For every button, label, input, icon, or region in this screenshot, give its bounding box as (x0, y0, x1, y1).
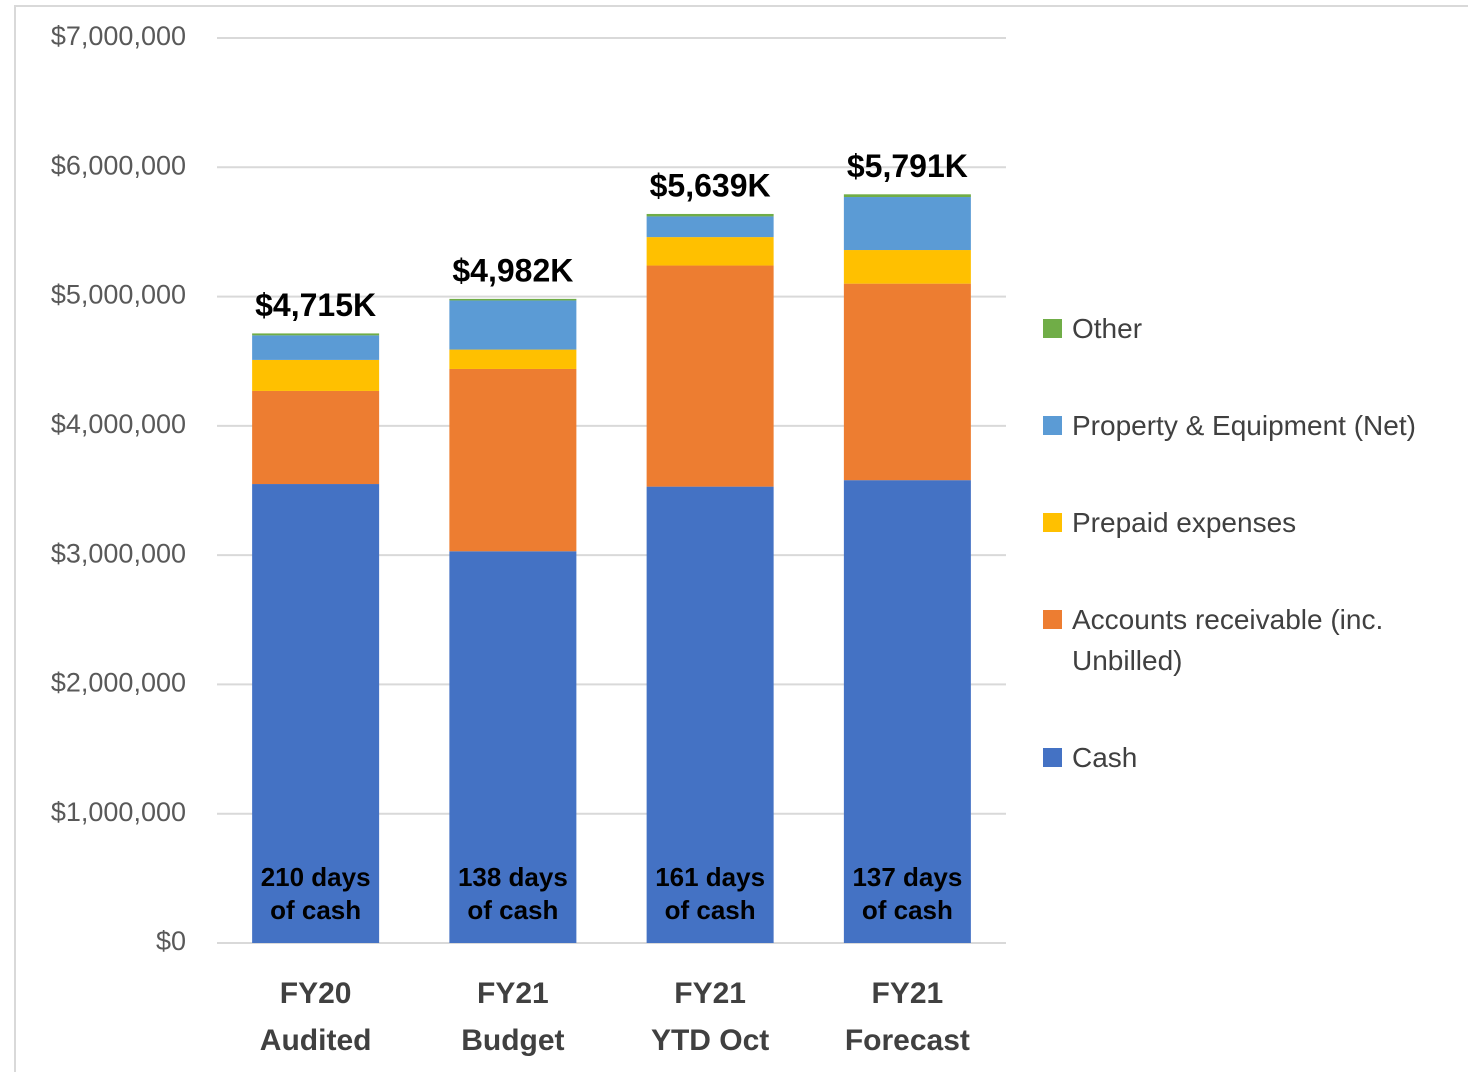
total-label: $4,982K (452, 252, 573, 288)
legend-swatch (1043, 416, 1062, 435)
bar-segment (843, 250, 971, 284)
y-tick-label: $2,000,000 (51, 668, 186, 698)
bar-segment (646, 486, 774, 943)
bar-segment (646, 213, 774, 217)
bar-segment (843, 197, 971, 251)
x-tick-label: FY21 (872, 977, 944, 1010)
legend-label: Property & Equipment (Net) (1072, 410, 1416, 441)
bar-segment (449, 349, 577, 369)
legend-swatch (1043, 748, 1062, 767)
bar-segment (843, 194, 971, 198)
y-tick-label: $1,000,000 (51, 797, 186, 827)
bar-segment (252, 484, 380, 943)
bar-segment (449, 298, 577, 301)
chart-border (14, 5, 1468, 1072)
x-tick-label: Forecast (845, 1024, 970, 1057)
legend-item: Accounts receivable (inc. Unbilled) (1043, 599, 1463, 681)
x-tick-label: Budget (461, 1024, 564, 1057)
bar-segment (252, 390, 380, 485)
bar-segment (646, 237, 774, 266)
y-tick-label: $5,000,000 (51, 280, 186, 310)
total-label: $5,791K (847, 148, 968, 184)
legend-item: Cash (1043, 737, 1463, 778)
legend-label: Cash (1072, 742, 1138, 773)
bar-segment (252, 335, 380, 360)
legend-item: Property & Equipment (Net) (1043, 405, 1463, 446)
legend-label: Accounts receivable (inc. Unbilled) (1072, 604, 1384, 676)
y-tick-label: $6,000,000 (51, 150, 186, 180)
bar-segment (252, 333, 380, 336)
cash-days-label: 210 days (261, 862, 371, 892)
x-tick-label: YTD Oct (651, 1024, 769, 1057)
legend-item: Other (1043, 308, 1463, 349)
cash-days-label: of cash (665, 895, 756, 925)
cash-days-label: of cash (270, 895, 361, 925)
legend-item: Prepaid expenses (1043, 502, 1463, 543)
x-tick-label: FY21 (477, 977, 549, 1010)
x-tick-label: Audited (260, 1024, 372, 1057)
y-tick-label: $0 (156, 926, 186, 956)
bar-segment (449, 300, 577, 350)
cash-days-label: of cash (467, 895, 558, 925)
legend-label: Other (1072, 313, 1143, 344)
legend-swatch (1043, 319, 1062, 338)
y-tick-label: $7,000,000 (51, 21, 186, 51)
bar-segment (646, 216, 774, 238)
x-tick-label: FY20 (280, 977, 352, 1010)
legend: Other Property & Equipment (Net) Prepaid e… (1043, 308, 1463, 778)
bar-segment (646, 265, 774, 487)
bar-segment (449, 368, 577, 552)
total-label: $4,715K (255, 287, 376, 323)
cash-days-label: 137 days (852, 862, 962, 892)
x-tick-label: FY21 (674, 977, 746, 1010)
bar-segment (449, 551, 577, 943)
total-label: $5,639K (650, 167, 771, 203)
y-tick-label: $4,000,000 (51, 409, 186, 439)
legend-swatch (1043, 513, 1062, 532)
bar-segment (252, 359, 380, 391)
y-tick-label: $3,000,000 (51, 538, 186, 568)
legend-label: Prepaid expenses (1072, 507, 1297, 538)
cash-days-label: 138 days (458, 862, 568, 892)
cash-days-label: 161 days (655, 862, 765, 892)
legend-swatch (1043, 610, 1062, 629)
bar-segment (843, 480, 971, 943)
cash-days-label: of cash (862, 895, 953, 925)
bar-segment (843, 283, 971, 481)
